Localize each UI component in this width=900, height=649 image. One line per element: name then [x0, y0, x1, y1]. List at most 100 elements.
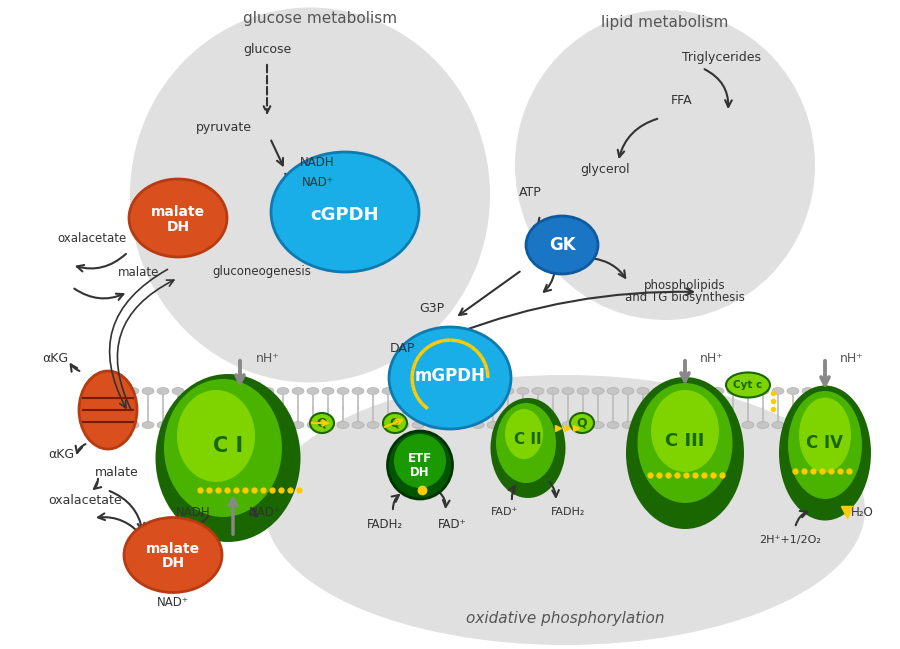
Text: ETF: ETF	[408, 452, 432, 465]
Ellipse shape	[742, 421, 754, 428]
Ellipse shape	[442, 387, 454, 395]
Text: oxidative phosphorylation: oxidative phosphorylation	[466, 611, 664, 626]
Ellipse shape	[130, 8, 490, 382]
Ellipse shape	[487, 421, 499, 428]
Ellipse shape	[307, 387, 319, 395]
Ellipse shape	[82, 421, 94, 428]
Ellipse shape	[682, 387, 694, 395]
Text: NAD⁺: NAD⁺	[157, 596, 189, 609]
Ellipse shape	[97, 387, 109, 395]
Text: Q: Q	[317, 417, 328, 430]
Text: Triglycerides: Triglycerides	[682, 51, 761, 64]
Ellipse shape	[757, 421, 769, 428]
Ellipse shape	[697, 387, 709, 395]
Text: H₂O: H₂O	[850, 506, 873, 519]
Ellipse shape	[742, 387, 754, 395]
Ellipse shape	[562, 421, 574, 428]
Ellipse shape	[412, 387, 424, 395]
Ellipse shape	[682, 421, 694, 428]
Text: nH⁺: nH⁺	[840, 352, 864, 365]
Text: FFA: FFA	[671, 93, 693, 106]
Ellipse shape	[651, 390, 719, 472]
Ellipse shape	[712, 387, 724, 395]
Ellipse shape	[802, 421, 814, 428]
Ellipse shape	[310, 413, 334, 433]
Ellipse shape	[271, 152, 419, 272]
Text: αKG: αKG	[48, 448, 74, 461]
Ellipse shape	[394, 434, 446, 488]
Ellipse shape	[277, 387, 289, 395]
Text: NAD⁺: NAD⁺	[249, 506, 281, 519]
Text: glucose: glucose	[243, 43, 291, 56]
Ellipse shape	[202, 421, 214, 428]
Ellipse shape	[217, 387, 229, 395]
Ellipse shape	[172, 387, 184, 395]
Text: FADH₂: FADH₂	[551, 507, 585, 517]
Text: malate: malate	[146, 542, 200, 556]
Ellipse shape	[787, 421, 799, 428]
Ellipse shape	[697, 421, 709, 428]
Text: G3P: G3P	[419, 302, 445, 315]
Ellipse shape	[277, 421, 289, 428]
Text: and TG biosynthesis: and TG biosynthesis	[626, 291, 745, 304]
Ellipse shape	[412, 421, 424, 428]
Text: Q: Q	[390, 417, 400, 430]
Text: C III: C III	[665, 432, 705, 450]
Text: glycerol: glycerol	[580, 164, 630, 177]
Ellipse shape	[502, 387, 514, 395]
Text: FAD⁺: FAD⁺	[491, 507, 518, 517]
Ellipse shape	[652, 387, 664, 395]
Text: αKG: αKG	[42, 352, 68, 365]
Text: gluconeogenesis: gluconeogenesis	[212, 265, 311, 278]
Ellipse shape	[127, 421, 139, 428]
Ellipse shape	[232, 387, 244, 395]
Ellipse shape	[322, 387, 334, 395]
Ellipse shape	[177, 390, 255, 482]
Text: 2H⁺+1/2O₂: 2H⁺+1/2O₂	[759, 535, 821, 545]
Ellipse shape	[532, 387, 544, 395]
Ellipse shape	[156, 374, 301, 542]
Ellipse shape	[142, 421, 154, 428]
Text: FADH₂: FADH₂	[367, 517, 403, 530]
Ellipse shape	[802, 387, 814, 395]
Ellipse shape	[491, 398, 565, 498]
Ellipse shape	[262, 387, 274, 395]
Text: NAD⁺: NAD⁺	[302, 175, 334, 188]
Ellipse shape	[265, 375, 865, 645]
Ellipse shape	[337, 421, 349, 428]
Ellipse shape	[337, 387, 349, 395]
Ellipse shape	[97, 421, 109, 428]
Ellipse shape	[202, 387, 214, 395]
Text: Q: Q	[577, 417, 588, 430]
Ellipse shape	[232, 421, 244, 428]
Ellipse shape	[322, 421, 334, 428]
Ellipse shape	[262, 421, 274, 428]
Ellipse shape	[187, 421, 199, 428]
Ellipse shape	[517, 387, 529, 395]
Ellipse shape	[779, 386, 871, 520]
Ellipse shape	[487, 387, 499, 395]
Text: oxalacetate: oxalacetate	[57, 232, 126, 245]
Ellipse shape	[727, 421, 739, 428]
Ellipse shape	[382, 387, 394, 395]
Ellipse shape	[472, 421, 484, 428]
Ellipse shape	[622, 387, 634, 395]
Ellipse shape	[757, 387, 769, 395]
Ellipse shape	[637, 387, 649, 395]
Text: FAD⁺: FAD⁺	[437, 517, 466, 530]
Text: ATP: ATP	[518, 186, 542, 199]
Ellipse shape	[307, 421, 319, 428]
Text: malate: malate	[118, 265, 159, 278]
Ellipse shape	[157, 387, 169, 395]
Ellipse shape	[427, 387, 439, 395]
Ellipse shape	[442, 421, 454, 428]
Ellipse shape	[772, 421, 784, 428]
Ellipse shape	[727, 387, 739, 395]
Ellipse shape	[726, 373, 770, 397]
Ellipse shape	[652, 421, 664, 428]
Ellipse shape	[577, 387, 589, 395]
Text: glucose metabolism: glucose metabolism	[243, 10, 397, 25]
Ellipse shape	[496, 403, 556, 483]
Ellipse shape	[367, 421, 379, 428]
Ellipse shape	[577, 421, 589, 428]
